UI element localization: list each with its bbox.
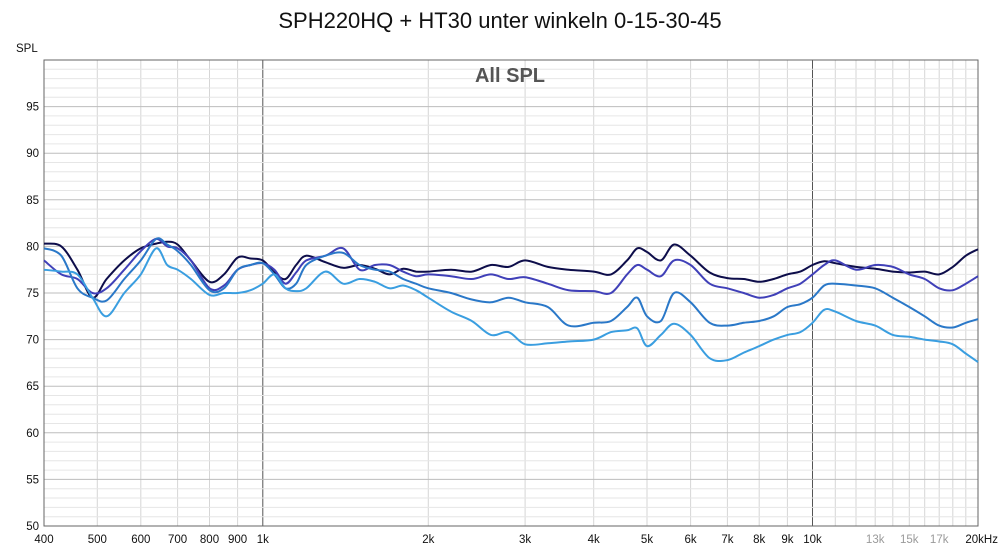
x-tick-label: 17k <box>930 534 949 546</box>
x-tick-label: 4k <box>588 534 600 546</box>
x-tick-label: 6k <box>685 534 697 546</box>
x-tick-label: 800 <box>200 534 219 546</box>
x-tick-label: 2k <box>422 534 434 546</box>
x-tick-label: 10k <box>803 534 822 546</box>
x-tick-label: 3k <box>519 534 531 546</box>
y-tick-label: 95 <box>26 102 39 114</box>
x-tick-label: 1k <box>257 534 269 546</box>
chart-subtitle: All SPL <box>475 65 545 87</box>
series-line-2 <box>43 237 979 299</box>
y-tick-label: 75 <box>26 288 39 300</box>
x-tick-label: 13k <box>866 534 885 546</box>
y-tick-label: 70 <box>26 335 39 347</box>
x-axis-ticks: 400 500 600 700 800 900 1k 2k 3k 4k 5k 6k 7k 8k 9k 10k 1… <box>34 534 998 546</box>
series-line-1 <box>43 240 979 299</box>
y-tick-label: 55 <box>26 474 39 486</box>
y-tick-label: 90 <box>26 148 39 160</box>
x-tick-label: 9k <box>781 534 793 546</box>
x-tick-label: 400 <box>34 534 53 546</box>
x-tick-label: 20kHz <box>965 534 998 546</box>
chart-title: SPH220HQ + HT30 unter winkeln 0-15-30-45 <box>278 8 722 33</box>
x-tick-label: 700 <box>168 534 187 546</box>
y-tick-label: 80 <box>26 241 39 253</box>
y-tick-label: 85 <box>26 195 39 207</box>
series-line-3 <box>43 237 979 329</box>
series-lines <box>43 237 979 363</box>
x-tick-label: 500 <box>88 534 107 546</box>
x-tick-label: 15k <box>900 534 919 546</box>
y-axis-ticks: 95 90 85 80 75 70 65 60 55 50 <box>26 102 39 533</box>
x-tick-label: 7k <box>721 534 733 546</box>
x-tick-label: 5k <box>641 534 653 546</box>
grid <box>43 59 979 527</box>
x-tick-label: 600 <box>131 534 150 546</box>
series-line-4 <box>43 247 979 363</box>
plot-frame <box>43 59 979 527</box>
x-tick-label: 8k <box>753 534 765 546</box>
y-tick-label: 65 <box>26 381 39 393</box>
y-axis-label: SPL <box>16 43 38 55</box>
x-tick-label: 900 <box>228 534 247 546</box>
y-tick-label: 60 <box>26 428 39 440</box>
y-tick-label: 50 <box>26 521 39 533</box>
